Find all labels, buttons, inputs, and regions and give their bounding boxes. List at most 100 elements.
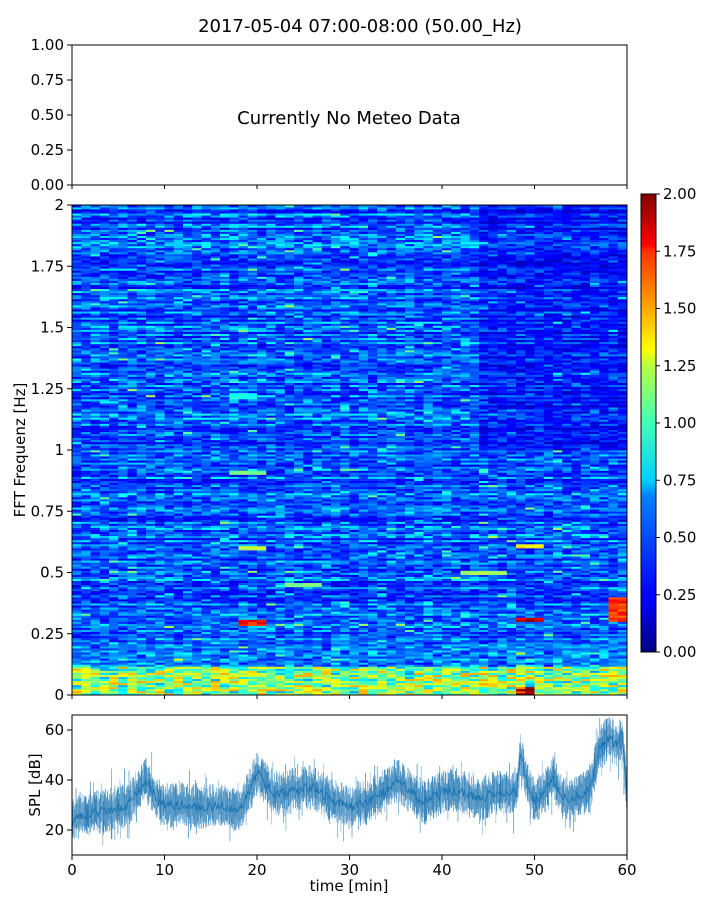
spectrogram-cell	[617, 682, 628, 686]
spectrogram-cell	[423, 684, 434, 688]
spectrogram-cell	[90, 660, 101, 663]
spectrogram-cell	[349, 682, 360, 686]
spectrogram-cell	[210, 558, 221, 561]
spectrogram-cell	[571, 629, 582, 633]
spectrogram-cell	[543, 668, 554, 671]
spectrogram-cell	[90, 574, 101, 577]
spectrogram-cell	[469, 584, 480, 588]
spectrogram-cell	[229, 613, 239, 616]
spectrogram-cell	[220, 578, 230, 582]
spectrogram-cell	[571, 690, 582, 694]
spectrogram-cell	[192, 539, 202, 543]
spectrogram-cell	[460, 580, 471, 584]
spectrogram-cell	[432, 627, 443, 631]
spectrogram-cell	[506, 623, 517, 626]
spectrogram-cell	[321, 533, 332, 537]
spectrogram-cell	[136, 613, 147, 616]
spectrogram-cell	[543, 631, 554, 635]
spectrogram-cell	[599, 686, 609, 690]
spectrogram-cell	[534, 627, 545, 631]
spectrogram-cell	[257, 607, 267, 610]
spectrogram-cell	[340, 535, 350, 539]
spectrogram-cell	[312, 537, 323, 541]
spectrogram-cell	[118, 570, 128, 573]
spectrogram-cell	[257, 541, 267, 545]
spectrogram-cell	[395, 650, 406, 653]
spectrogram-cell	[266, 590, 276, 594]
spectrogram-cell	[405, 652, 415, 655]
spectrogram-cell	[358, 676, 369, 680]
spectrogram-cell	[386, 548, 397, 551]
spectrogram-cell	[183, 539, 193, 543]
spectrogram-cell	[173, 662, 184, 665]
spectrogram-cell	[562, 658, 572, 661]
spectrogram-cell	[562, 627, 572, 631]
spectrogram-cell	[118, 619, 128, 622]
spectrogram-cell	[229, 552, 239, 555]
spectrogram-cell	[580, 541, 591, 545]
spectrogram-cell	[266, 548, 276, 551]
spectrogram-cell	[506, 545, 517, 549]
spectrogram-cell	[331, 631, 341, 635]
spectrogram-cell	[303, 635, 313, 639]
spectrogram-cell	[395, 582, 406, 586]
spectrogram-cell	[599, 692, 609, 696]
spectrogram-cell	[99, 586, 110, 590]
spectrogram-cell	[516, 541, 526, 545]
spectrogram-cell	[294, 533, 304, 537]
spectrogram-cell	[90, 578, 101, 582]
spectrogram-cell	[257, 660, 267, 663]
spectrogram-cell	[516, 576, 526, 579]
spectrogram-cell	[617, 623, 628, 626]
spectrogram-cell	[599, 637, 609, 641]
spectrogram-cell	[469, 668, 480, 671]
spectrogram-cell	[247, 678, 258, 682]
spectrogram-cell	[266, 541, 276, 545]
spectrogram-cell	[247, 607, 258, 610]
spectrogram-cell	[229, 537, 239, 541]
spectrogram-cell	[599, 535, 609, 539]
spectrogram-cell	[432, 603, 443, 606]
spectrogram-cell	[469, 639, 480, 643]
spectrogram-cell	[590, 578, 600, 582]
spectrogram-cell	[617, 680, 628, 684]
spectrogram-cell	[534, 570, 545, 573]
spectrogram-cell	[146, 588, 156, 592]
spectrogram-cell	[386, 568, 397, 571]
spectrogram-cell	[423, 590, 434, 594]
spectrogram-cell	[534, 690, 545, 694]
spectrogram-cell	[414, 688, 424, 692]
spectrogram-cell	[553, 541, 563, 545]
spectrogram-cell	[368, 609, 378, 612]
spectrogram-cell	[442, 558, 452, 561]
spectrogram-cell	[469, 592, 480, 596]
spectrogram-cell	[192, 527, 202, 530]
spectrogram-cell	[210, 668, 221, 671]
spectrogram-cell	[571, 586, 582, 590]
spectrogram-cell	[608, 674, 619, 677]
spectrogram-cell	[192, 672, 202, 675]
spectrogram-cell	[81, 568, 91, 571]
spectrogram-cell	[247, 666, 258, 669]
spectrogram-cell	[488, 686, 498, 690]
spectrogram-cell	[136, 566, 147, 569]
spectrogram-cell	[368, 537, 378, 541]
spectrogram-cell	[525, 543, 535, 547]
spectrogram-cell	[192, 574, 202, 577]
spectrogram-cell	[571, 592, 582, 596]
spectrogram-cell	[331, 654, 341, 657]
spectrogram-cell	[488, 603, 498, 606]
spectrogram-cell	[386, 562, 397, 565]
spectrogram-cell	[377, 599, 387, 602]
spectrogram-cell	[275, 611, 286, 614]
spectrogram-cell	[109, 605, 119, 608]
spectrogram-cell	[127, 597, 138, 600]
spectrogram-cell	[423, 537, 434, 541]
spectrogram-cell	[460, 674, 471, 677]
spectrogram-cell	[423, 692, 434, 696]
spectrogram-cell	[183, 658, 193, 661]
spectrogram-cell	[488, 650, 498, 653]
spectrogram-cell	[571, 656, 582, 659]
spectrogram-cell	[201, 586, 212, 590]
spectrogram-cell	[423, 609, 434, 612]
